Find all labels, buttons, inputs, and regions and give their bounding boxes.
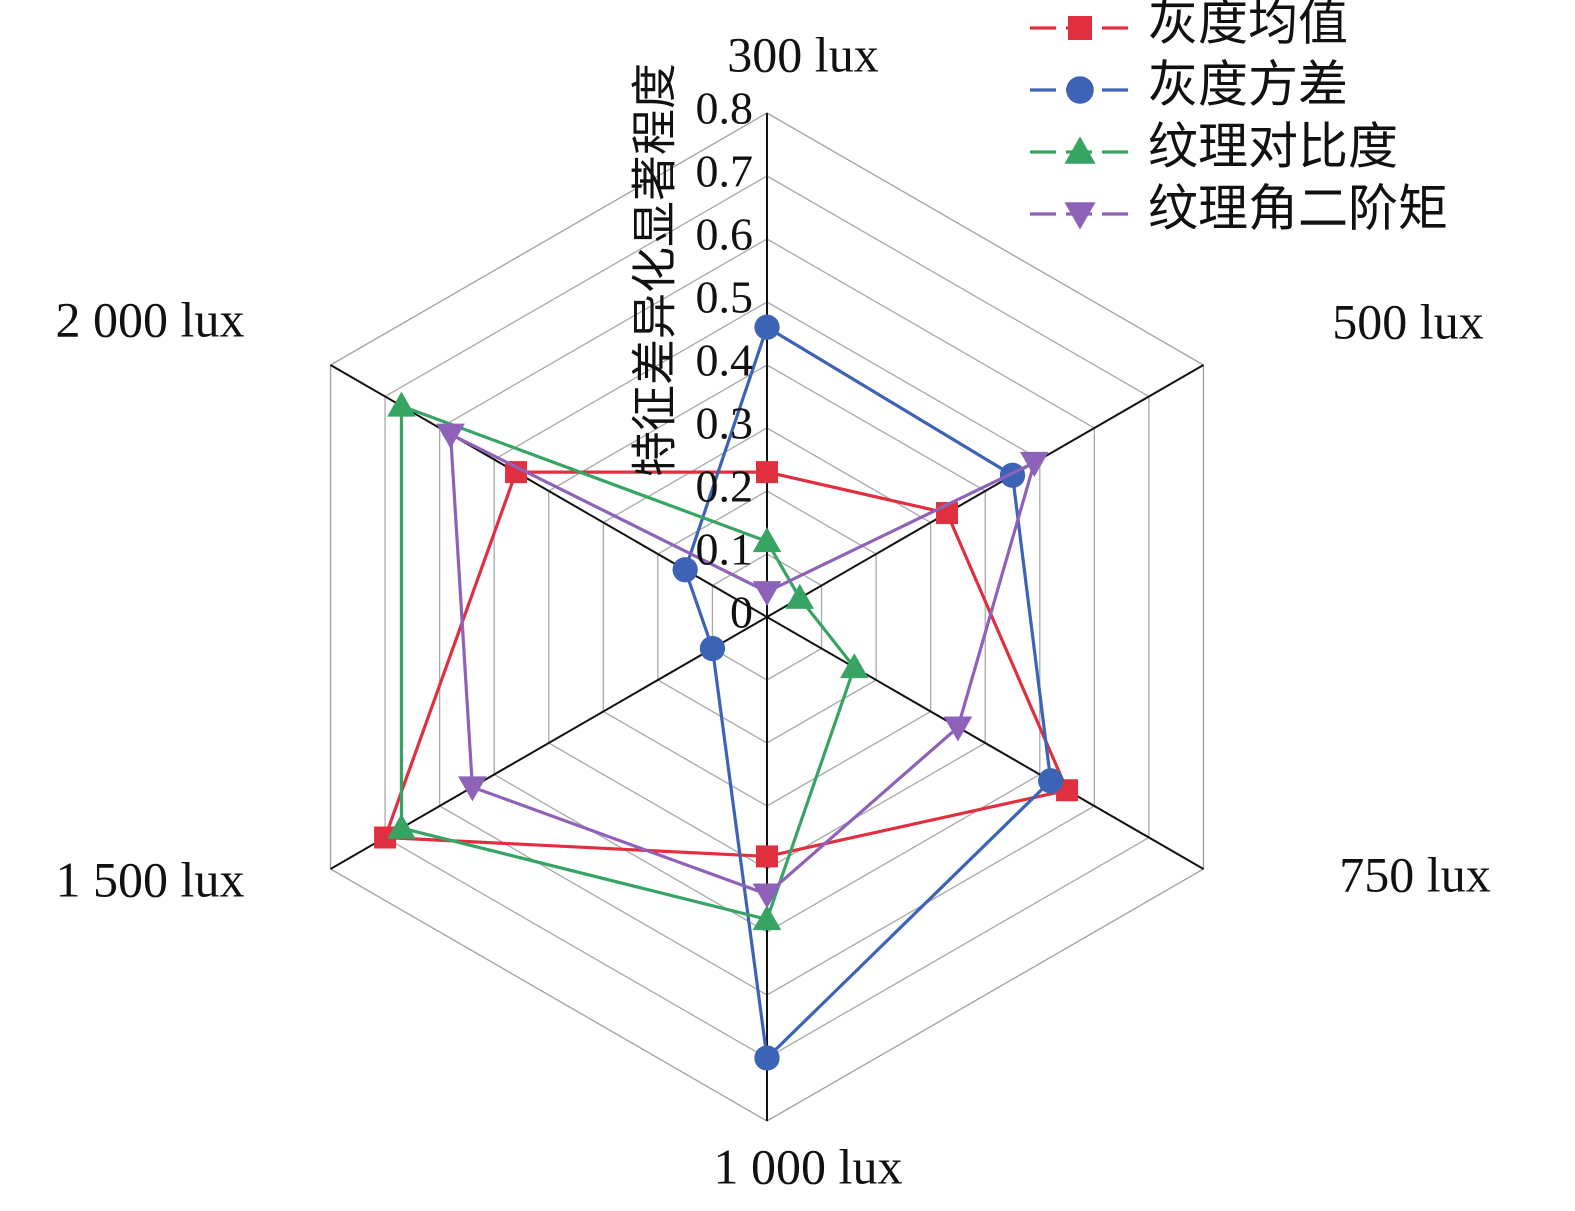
category-label: 500 lux <box>1332 293 1483 349</box>
category-label: 750 lux <box>1339 846 1490 902</box>
category-label: 1 000 lux <box>714 1138 903 1194</box>
data-point <box>752 883 782 909</box>
legend-label: 灰度方差 <box>1148 56 1348 112</box>
legend-label: 灰度均值 <box>1148 0 1348 50</box>
data-point <box>754 314 780 340</box>
legend-label: 纹理对比度 <box>1148 118 1398 174</box>
axis-spoke <box>766 616 1204 870</box>
category-label: 300 lux <box>727 26 878 82</box>
series-square <box>374 461 1079 868</box>
radial-tick-label: 0.5 <box>696 272 754 323</box>
radial-tick-label: 0.2 <box>696 461 754 512</box>
legend-label: 纹理角二阶矩 <box>1148 180 1448 236</box>
data-point <box>999 462 1026 488</box>
data-point <box>458 776 487 802</box>
radial-tick-label: 0.8 <box>696 83 754 134</box>
category-label: 2 000 lux <box>56 291 245 347</box>
data-point <box>752 527 782 553</box>
series-triangle-down <box>436 423 1049 909</box>
data-point <box>436 423 465 449</box>
data-point <box>374 826 397 849</box>
legend-item: 纹理对比度 <box>1030 118 1398 174</box>
data-point <box>752 905 782 931</box>
data-point <box>943 716 973 742</box>
series-triangle-up <box>387 391 869 931</box>
radial-tick-label: 0.3 <box>696 398 754 449</box>
data-point <box>1068 16 1092 40</box>
radial-tick-label: 0.1 <box>696 524 754 575</box>
data-point <box>785 583 815 609</box>
data-point <box>1020 451 1049 477</box>
data-point <box>752 581 782 607</box>
radial-tick-label: 0.7 <box>696 146 754 197</box>
legend-item: 灰度均值 <box>1030 0 1348 50</box>
data-point <box>756 845 778 868</box>
data-point <box>387 813 416 839</box>
radial-axis-title: 特征差异化显著程度 <box>630 63 681 477</box>
data-point <box>1066 76 1094 104</box>
data-point <box>1038 768 1064 794</box>
data-point <box>756 461 778 484</box>
radial-tick-label: 0.4 <box>696 335 754 386</box>
data-point <box>387 391 416 417</box>
legend-item: 灰度方差 <box>1030 56 1348 112</box>
radial-tick-label: 0.6 <box>696 209 754 260</box>
data-point <box>672 557 698 583</box>
axis-spoke <box>766 364 1204 618</box>
radial-tick-label: 0 <box>730 587 753 638</box>
legend-item: 纹理角二阶矩 <box>1030 180 1448 236</box>
data-point <box>1064 136 1096 164</box>
data-point <box>1064 202 1096 230</box>
category-label: 1 500 lux <box>56 851 245 907</box>
data-point <box>699 635 726 662</box>
radar-series <box>374 314 1079 1071</box>
data-point <box>754 1045 780 1071</box>
data-point <box>839 653 869 679</box>
data-point <box>505 461 528 484</box>
series-circle <box>672 314 1064 1071</box>
